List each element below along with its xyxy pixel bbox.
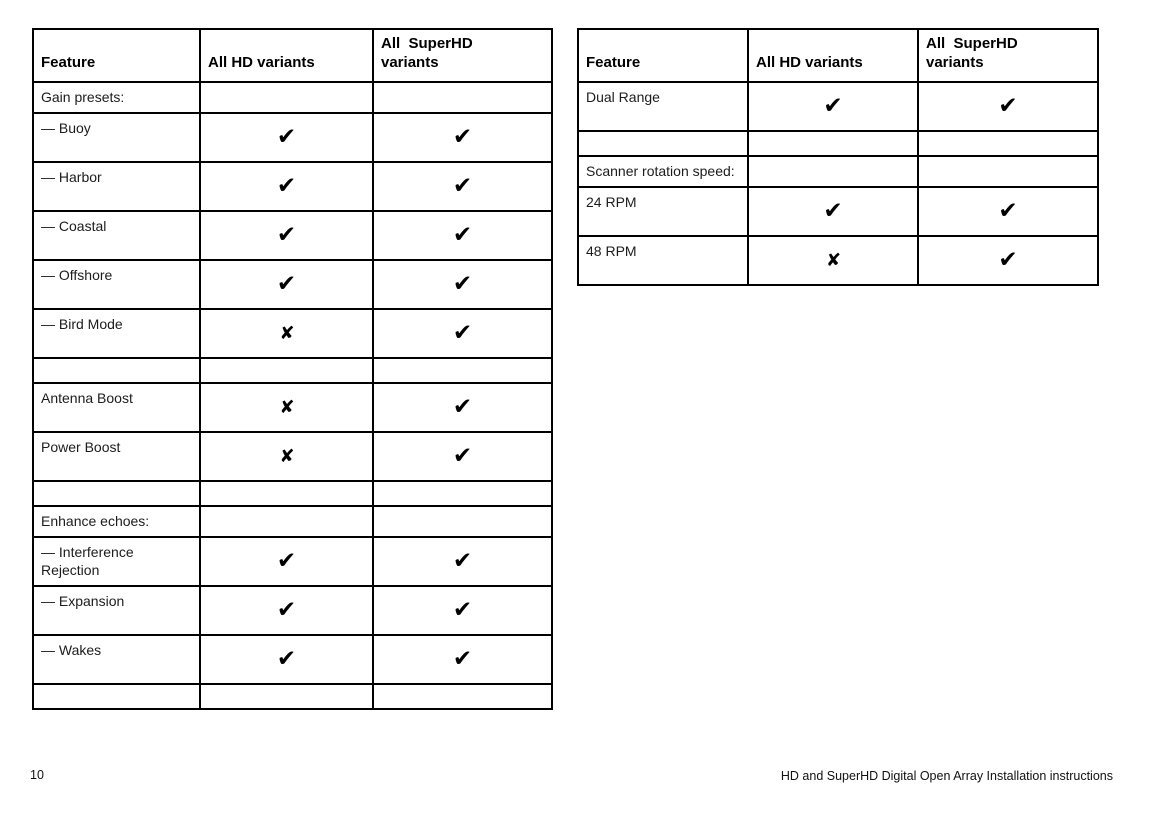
support-symbol-cell — [747, 129, 919, 157]
feature-cell: — Offshore — [32, 258, 201, 310]
check-icon: ✔ — [199, 209, 374, 261]
support-symbol-cell — [372, 504, 553, 538]
spacer-row — [32, 356, 553, 384]
table-row: Antenna Boost ✘ ✔ — [32, 381, 553, 433]
check-icon: ✔ — [372, 535, 553, 587]
check-icon: ✔ — [747, 185, 919, 237]
feature-cell: Antenna Boost — [32, 381, 201, 433]
check-icon: ✔ — [199, 535, 374, 587]
table-row: Gain presets: — [32, 80, 553, 114]
cross-icon: ✘ — [199, 381, 374, 433]
feature-cell: — Bird Mode — [32, 307, 201, 359]
support-symbol-cell — [747, 154, 919, 188]
check-icon: ✔ — [917, 80, 1099, 132]
support-symbol-cell — [199, 80, 374, 114]
support-symbol-cell — [199, 479, 374, 507]
table-row: — Buoy ✔ ✔ — [32, 111, 553, 163]
table-row: — Wakes ✔ ✔ — [32, 633, 553, 685]
feature-cell: — Expansion — [32, 584, 201, 636]
feature-cell: Gain presets: — [32, 80, 201, 114]
table-header-row: Feature All HD variants All SuperHD vari… — [32, 28, 553, 83]
feature-cell: — Coastal — [32, 209, 201, 261]
feature-table-left: Feature All HD variants All SuperHD vari… — [32, 28, 553, 710]
check-icon: ✔ — [372, 307, 553, 359]
check-icon: ✔ — [747, 80, 919, 132]
table-row: — Interference Rejection ✔ ✔ — [32, 535, 553, 587]
support-symbol-cell — [199, 356, 374, 384]
page-number: 10 — [30, 768, 44, 782]
table-row: 48 RPM ✘ ✔ — [577, 234, 1099, 286]
support-symbol-cell — [917, 129, 1099, 157]
support-symbol-cell — [199, 682, 374, 710]
column-header-superhd-variants: All SuperHD variants — [372, 28, 553, 83]
table-row: Power Boost ✘ ✔ — [32, 430, 553, 482]
spacer-row — [32, 682, 553, 710]
support-symbol-cell — [372, 80, 553, 114]
feature-cell: Dual Range — [577, 80, 749, 132]
column-header-superhd-variants: All SuperHD variants — [917, 28, 1099, 83]
support-symbol-cell — [372, 479, 553, 507]
check-icon: ✔ — [199, 258, 374, 310]
check-icon: ✔ — [199, 584, 374, 636]
check-icon: ✔ — [372, 584, 553, 636]
check-icon: ✔ — [199, 633, 374, 685]
table-row: Enhance echoes: — [32, 504, 553, 538]
feature-cell: — Harbor — [32, 160, 201, 212]
check-icon: ✔ — [372, 160, 553, 212]
spacer-row — [32, 479, 553, 507]
column-header-feature: Feature — [32, 28, 201, 83]
table-row: — Harbor ✔ ✔ — [32, 160, 553, 212]
check-icon: ✔ — [917, 234, 1099, 286]
feature-cell: Enhance echoes: — [32, 504, 201, 538]
feature-table-right: Feature All HD variants All SuperHD vari… — [577, 28, 1099, 286]
support-symbol-cell — [372, 356, 553, 384]
feature-cell: — Wakes — [32, 633, 201, 685]
table-row: — Bird Mode ✘ ✔ — [32, 307, 553, 359]
feature-cell: 24 RPM — [577, 185, 749, 237]
table-row: Dual Range ✔ ✔ — [577, 80, 1099, 132]
spacer-row — [577, 129, 1099, 157]
table-row: Scanner rotation speed: — [577, 154, 1099, 188]
check-icon: ✔ — [372, 633, 553, 685]
support-symbol-cell — [372, 682, 553, 710]
check-icon: ✔ — [372, 258, 553, 310]
feature-cell: Scanner rotation speed: — [577, 154, 749, 188]
table-row: — Offshore ✔ ✔ — [32, 258, 553, 310]
check-icon: ✔ — [372, 430, 553, 482]
table-row: — Coastal ✔ ✔ — [32, 209, 553, 261]
support-symbol-cell — [199, 504, 374, 538]
check-icon: ✔ — [199, 160, 374, 212]
column-header-hd-variants: All HD variants — [199, 28, 374, 83]
feature-cell: — Buoy — [32, 111, 201, 163]
table-header-row: Feature All HD variants All SuperHD vari… — [577, 28, 1099, 83]
column-header-hd-variants: All HD variants — [747, 28, 919, 83]
feature-cell: — Interference Rejection — [32, 535, 201, 587]
check-icon: ✔ — [917, 185, 1099, 237]
feature-cell — [577, 129, 749, 157]
check-icon: ✔ — [199, 111, 374, 163]
table-row: 24 RPM ✔ ✔ — [577, 185, 1099, 237]
table-row: — Expansion ✔ ✔ — [32, 584, 553, 636]
check-icon: ✔ — [372, 381, 553, 433]
feature-cell — [32, 682, 201, 710]
check-icon: ✔ — [372, 111, 553, 163]
support-symbol-cell — [917, 154, 1099, 188]
cross-icon: ✘ — [199, 430, 374, 482]
footer-text: HD and SuperHD Digital Open Array Instal… — [780, 769, 1113, 783]
feature-cell — [32, 356, 201, 384]
cross-icon: ✘ — [747, 234, 919, 286]
column-header-feature: Feature — [577, 28, 749, 83]
check-icon: ✔ — [372, 209, 553, 261]
feature-cell — [32, 479, 201, 507]
feature-cell: Power Boost — [32, 430, 201, 482]
cross-icon: ✘ — [199, 307, 374, 359]
feature-cell: 48 RPM — [577, 234, 749, 286]
